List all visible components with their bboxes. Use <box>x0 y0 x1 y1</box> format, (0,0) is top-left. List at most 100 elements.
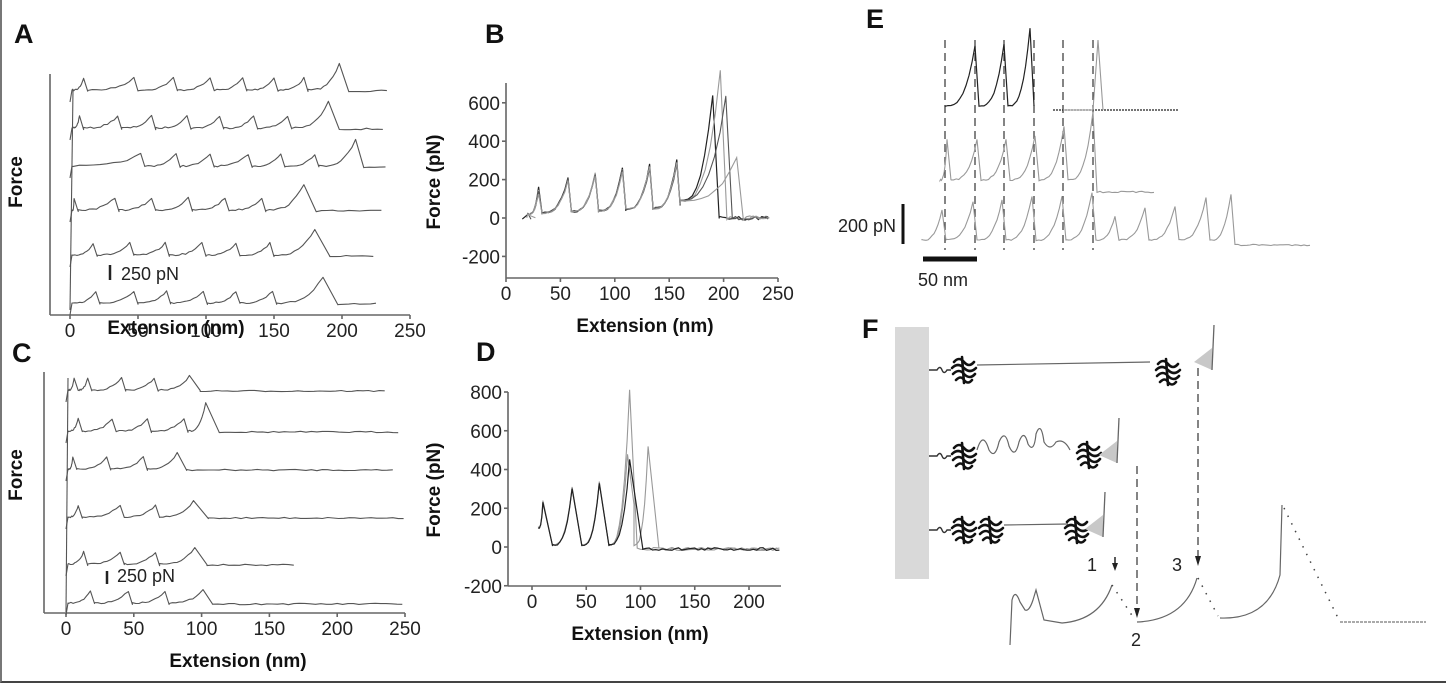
panel-a: A 0 50 100 150 200 250 250 pN Extension (nm) … <box>6 19 426 342</box>
panel-label-c: C <box>12 338 32 368</box>
panel-c-trace-2 <box>65 402 399 444</box>
panel-e-force-scale-label: 200 pN <box>838 216 896 236</box>
panel-d-y-tick-label: 0 <box>491 538 502 559</box>
panel-d-y-tick-label: 800 <box>470 383 502 404</box>
panel-a-x-tick-label: 100 <box>190 321 222 342</box>
panel-b-y-tick-label: -200 <box>462 247 500 268</box>
panel-d-overlay-2 <box>537 446 780 552</box>
panel-e-extension-scale-label: 50 nm <box>918 270 968 290</box>
panel-d-x-tick-label: 50 <box>576 592 597 613</box>
panel-label-a: A <box>14 19 34 49</box>
panel-d-overlay-3 <box>538 459 780 552</box>
arrow-head-icon <box>1134 608 1140 618</box>
panel-c-y-label: Force <box>6 449 27 501</box>
panel-b-overlay-2 <box>526 70 770 221</box>
substrate-surface <box>895 327 929 579</box>
panel-label-d: D <box>476 337 496 367</box>
panel-b-x-tick-label: 150 <box>653 284 685 305</box>
panel-f-force-curve <box>1009 504 1426 646</box>
step-label-3: 3 <box>1172 555 1182 575</box>
step-label-2: 2 <box>1131 630 1141 650</box>
panel-a-x-tick-label: 250 <box>394 321 426 342</box>
cantilever-tip-icon <box>1194 348 1212 370</box>
panel-d-y-tick-label: 400 <box>470 461 502 482</box>
panel-d-y-label: Force (pN) <box>424 443 445 538</box>
panel-d: D 0 50 100 150 200 -200 0 200 400 600 800 Extensio… <box>424 337 781 645</box>
unfolded-chain <box>1003 523 1069 526</box>
panel-d-x-tick-label: 200 <box>733 592 765 613</box>
panel-c-x-tick-label: 150 <box>254 619 286 640</box>
panel-a-x-label: Extension (nm) <box>107 318 244 339</box>
force-curve-drop-1 <box>1111 584 1136 621</box>
panel-b-traces <box>521 70 770 222</box>
sulfur-anchor-icon <box>929 452 951 460</box>
sulfur-anchor-icon <box>929 526 951 534</box>
panel-b-x-label: Extension (nm) <box>576 316 713 337</box>
panel-a-x-tick-label: 150 <box>258 321 290 342</box>
panel-c-trace-3 <box>65 451 393 482</box>
panel-c-x-tick-label: 250 <box>389 619 421 640</box>
protein-domain-icon <box>977 515 1005 545</box>
protein-domain-icon <box>1063 515 1091 545</box>
cantilever-icon <box>1116 417 1120 464</box>
panel-c-approach-line <box>65 377 69 613</box>
force-curve-drop-2 <box>1197 577 1219 617</box>
panel-a-trace-3 <box>69 138 386 179</box>
panel-c-trace-6 <box>65 589 403 616</box>
panel-b-x-tick-label: 100 <box>599 284 631 305</box>
cantilever-tip-icon <box>1085 515 1103 537</box>
panel-c-x-tick-label: 0 <box>61 619 72 640</box>
protein-domain-icon <box>1154 357 1182 387</box>
panel-f: F 1 2 3 <box>862 314 1426 650</box>
panel-label-f: F <box>862 314 879 344</box>
panel-c-traces <box>65 374 404 616</box>
force-curve-segment-3 <box>1219 504 1283 619</box>
panel-d-x-tick-label: 150 <box>679 592 711 613</box>
panel-b-y-tick-label: 200 <box>468 171 500 192</box>
panel-a-trace-5 <box>69 228 374 268</box>
panel-b-y-tick-label: 400 <box>468 132 500 153</box>
panel-a-y-label: Force <box>6 156 27 208</box>
panel-b-x-tick-label: 50 <box>550 284 571 305</box>
step-label-1: 1 <box>1087 555 1097 575</box>
panel-a-scale-label: 250 pN <box>121 264 179 284</box>
panel-label-b: B <box>485 19 505 49</box>
cantilever-tip-icon <box>1099 441 1117 463</box>
panel-c-x-tick-label: 100 <box>186 619 218 640</box>
panel-c-trace-4 <box>65 500 404 530</box>
panel-a-trace-6 <box>69 276 377 316</box>
force-curve-drop-3 <box>1283 507 1341 623</box>
panel-b-x-tick-label: 0 <box>501 284 512 305</box>
panel-a-x-tick-label: 0 <box>65 321 76 342</box>
panel-e-dashed-guides <box>944 40 1094 250</box>
panel-a-trace-1 <box>69 62 387 103</box>
arrow-head-icon <box>1112 563 1118 571</box>
wavy-unfolded-chain <box>976 427 1071 455</box>
panel-a-x-ticks: 0 50 100 150 200 250 <box>65 315 426 342</box>
panel-d-y-tick-label: 600 <box>470 422 502 443</box>
sulfur-anchor-icon <box>929 366 951 374</box>
panel-d-x-tick-label: 0 <box>527 592 538 613</box>
panel-c-trace-5 <box>65 547 294 577</box>
panel-e: E 200 pN 50 nm <box>838 4 1311 290</box>
panel-c-x-label: Extension (nm) <box>169 651 306 672</box>
panel-a-trace-2 <box>69 100 383 141</box>
panel-c: C 0 50 100 150 200 250 250 pN Extension (nm) … <box>6 338 421 672</box>
panel-c-x-ticks: 0 50 100 150 200 250 <box>61 613 421 640</box>
panel-b-x-tick-label: 200 <box>708 284 740 305</box>
panel-b-overlay-3 <box>527 95 769 221</box>
panel-a-approach-line <box>69 89 74 311</box>
arrow-head-icon <box>1195 556 1201 566</box>
cantilever-icon <box>1102 491 1106 538</box>
panel-f-molecules <box>929 324 1215 618</box>
panel-a-trace-4 <box>69 184 382 223</box>
panel-a-traces <box>69 62 387 316</box>
protein-domain-icon <box>1075 440 1103 470</box>
panel-a-x-tick-label: 50 <box>127 321 148 342</box>
panel-a-x-tick-label: 200 <box>326 321 358 342</box>
cantilever-icon <box>1211 324 1215 371</box>
